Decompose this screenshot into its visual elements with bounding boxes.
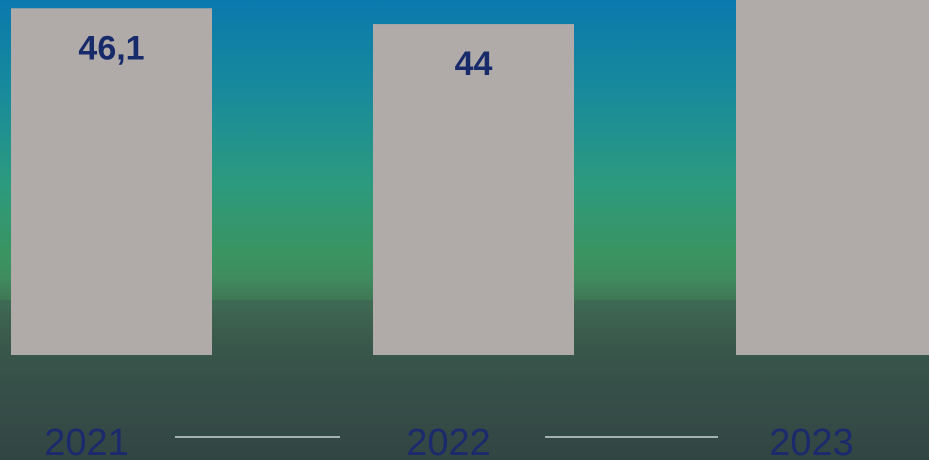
- x-tick-label: 2023: [769, 422, 854, 460]
- chart: 46,1 2021 44 2022 2023: [0, 0, 929, 460]
- bar: [736, 0, 929, 355]
- value-label: 46,1: [78, 29, 144, 67]
- slide: 46,1 2021 44 2022 2023: [0, 0, 929, 460]
- x-tick-label: 2021: [44, 422, 129, 460]
- x-tick-label: 2022: [406, 422, 491, 460]
- value-label: 44: [455, 45, 493, 83]
